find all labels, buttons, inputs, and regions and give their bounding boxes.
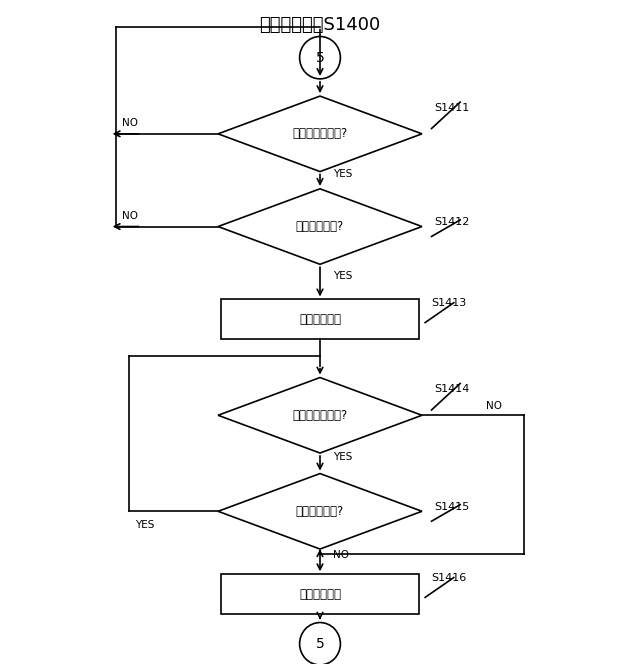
Text: S1414: S1414	[435, 384, 470, 394]
Text: YES: YES	[333, 452, 352, 462]
Text: YES: YES	[135, 520, 155, 530]
Text: 充電可能状態?: 充電可能状態?	[296, 505, 344, 518]
Text: NO: NO	[486, 400, 502, 411]
Text: S1413: S1413	[431, 298, 467, 308]
Bar	[221, 574, 419, 614]
Text: ブレーキ操作中?: ブレーキ操作中?	[292, 127, 348, 140]
Bar	[221, 299, 419, 339]
Text: S1415: S1415	[435, 502, 470, 512]
Text: NO: NO	[122, 118, 138, 128]
Text: 5: 5	[316, 51, 324, 65]
Text: 回生充電処理S1400: 回生充電処理S1400	[259, 15, 381, 33]
Text: NO: NO	[333, 551, 349, 561]
Text: S1412: S1412	[435, 217, 470, 227]
Text: YES: YES	[333, 169, 352, 179]
Text: S1416: S1416	[431, 573, 467, 583]
Text: 5: 5	[316, 637, 324, 651]
Text: S1411: S1411	[435, 102, 470, 112]
Text: 回生充電停止: 回生充電停止	[299, 588, 341, 600]
Text: YES: YES	[333, 271, 352, 281]
Text: ブレーキ操作中?: ブレーキ操作中?	[292, 409, 348, 422]
Text: 回生充電開始: 回生充電開始	[299, 313, 341, 326]
Text: NO: NO	[122, 211, 138, 221]
Text: 充電可能状態?: 充電可能状態?	[296, 220, 344, 233]
